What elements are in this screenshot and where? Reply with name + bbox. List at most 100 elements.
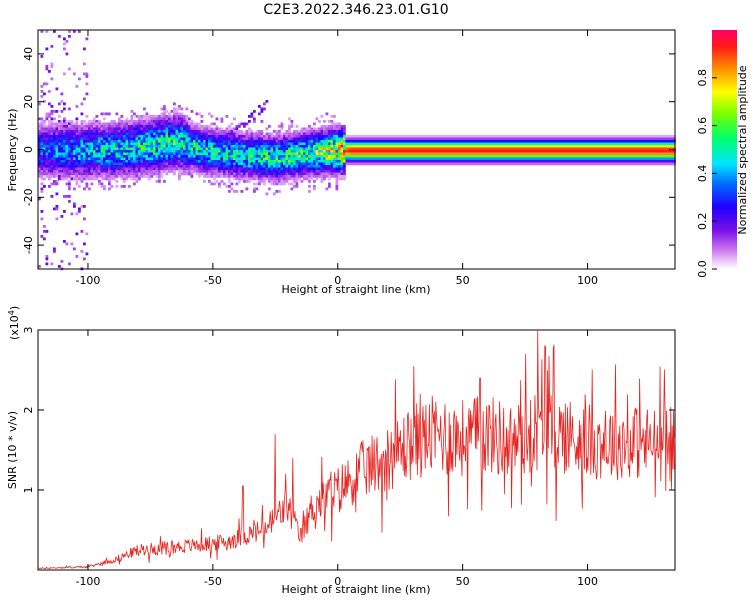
spectrogram-cell [188,122,191,126]
spectrogram-cell [400,162,404,166]
spectrogram-cell [70,160,74,163]
spectrogram-cell [120,160,124,163]
spectrogram-cell [75,152,79,156]
spectrogram-cell [160,112,164,116]
spectrogram-cell [68,107,71,111]
spectrogram-cell [548,152,551,156]
spectrogram-cell [225,162,229,166]
spectrogram-cell [53,165,56,168]
spectrogram-cell [520,145,524,148]
spectrogram-cell [403,145,406,148]
spectrogram-cell [493,160,496,163]
spectrogram-cell [165,170,169,173]
spectrogram-cell [603,157,606,161]
spectrogram-cell [438,157,441,161]
spectrogram-cell [103,137,106,141]
spectrogram-cell [80,172,84,176]
spectrogram-cell [115,157,119,161]
spectrogram-cell [470,137,474,141]
spectrogram-cell [625,140,629,143]
spectrogram-cell [128,165,131,168]
spectrogram-cell [505,157,509,161]
spectrogram-cell [405,162,409,166]
spectrogram-cell [290,132,294,136]
spectrogram-cell [160,125,164,128]
spectrogram-cell [518,142,521,146]
spectrogram-cell [315,137,319,141]
spectrogram-cell [95,140,99,143]
spectrogram-cell [283,167,286,171]
spectrogram-cell [630,150,634,153]
spectrogram-cell [268,157,271,161]
spectrogram-cell [140,127,144,131]
spectrogram-cell [75,175,79,178]
spectrogram-cell [558,160,561,163]
spectrogram-cell [525,135,529,138]
spectrogram-cell [253,117,256,121]
spectrogram-cell [655,160,659,163]
spectrogram-cell [128,172,131,176]
spectrogram-cell [250,160,254,163]
spectrogram-cell [525,155,529,158]
spectrogram-cell [530,135,534,138]
spectrogram-cell [293,167,296,171]
spectrogram-cell [260,157,264,161]
spectrogram-cell [145,150,149,153]
spectrogram-cell [490,137,494,141]
spectrogram-cell [390,140,394,143]
spectrogram-cell [78,157,81,161]
spectrogram-cell [588,137,591,141]
spectrogram-cell [130,157,134,161]
spectrogram-cell [393,160,396,163]
spectrogram-cell [623,142,626,146]
spectrogram-cell [553,142,556,146]
spectrogram-cell [180,162,184,166]
spectrogram-cell [245,142,249,146]
spectrogram-cell [158,127,161,131]
spectrogram-cell [535,157,539,161]
spectrogram-cell [65,170,69,173]
spectrogram-cell [90,122,94,126]
spectrogram-cell [93,137,96,141]
spectrogram-cell [88,145,91,148]
spectrogram-cell [75,150,79,153]
spectrogram-cell [45,165,49,168]
spectrogram-cell [653,162,656,166]
spectrogram-cell [148,145,151,148]
spectrogram-cell [650,145,654,148]
spectrogram-cell [553,135,556,138]
spectrogram-cell [648,155,651,158]
spectrogram-cell [648,150,651,153]
spectrogram-cell [325,160,329,163]
spectrogram-cell [205,137,209,141]
spectrogram-cell [78,30,81,33]
spectrogram-cell [113,152,116,156]
spectrogram-cell [55,147,59,151]
spectrogram-cell [138,132,141,136]
spectrogram-cell [323,177,326,181]
spectrogram-cell [48,165,51,168]
spectrogram-cell [40,150,44,153]
spectrogram-cell [218,127,221,131]
spectrogram-cell [125,157,129,161]
spectrogram-cell [260,160,264,163]
spectrogram-cell [205,132,209,136]
spectrogram-cell [423,155,426,158]
spectrogram-cell [398,147,401,151]
spectrogram-cell [173,107,176,111]
spectrogram-cell [318,130,321,133]
spectrogram-cell [663,155,666,158]
spectrogram-cell [533,140,536,143]
spectrogram-cell [330,125,334,128]
spectrogram-cell [100,170,104,173]
spectrogram-cell [213,132,216,136]
spectrogram-cell [373,142,376,146]
spectrogram-cell [63,160,66,163]
spectrogram-cell [45,230,49,233]
spectrogram-cell [620,142,624,146]
spectrogram-cell [335,187,339,191]
spectrogram-cell [410,155,414,158]
spectrogram-cell [230,165,234,168]
spectrogram-cell [285,172,289,176]
spectrogram-cell [628,147,631,151]
